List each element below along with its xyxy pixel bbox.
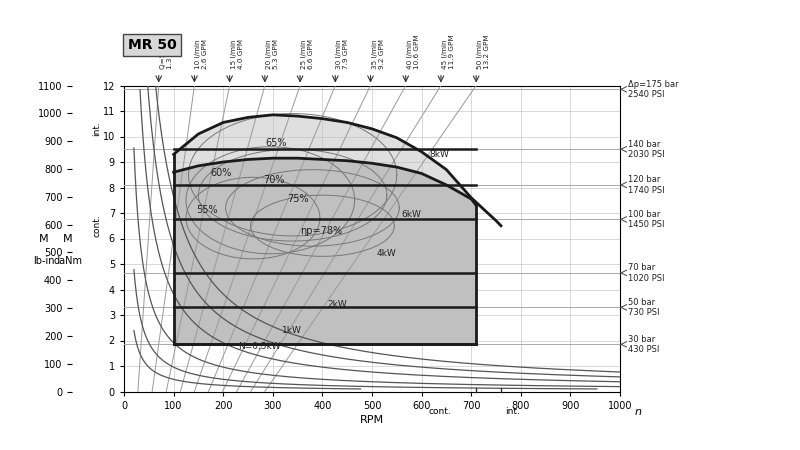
Text: 30 l/min
7.9 GPM: 30 l/min 7.9 GPM	[336, 39, 350, 69]
Text: int.: int.	[92, 122, 102, 136]
Text: 2kW: 2kW	[327, 300, 347, 309]
Text: cont.: cont.	[429, 407, 451, 416]
Text: 60%: 60%	[211, 168, 232, 179]
X-axis label: RPM: RPM	[360, 415, 384, 425]
Text: 65%: 65%	[266, 138, 287, 148]
Text: 55%: 55%	[196, 206, 218, 216]
Text: 35 l/min
9.2 GPM: 35 l/min 9.2 GPM	[371, 39, 385, 69]
Text: 30 bar
430 PSI: 30 bar 430 PSI	[628, 335, 659, 354]
Text: 140 bar
2030 PSI: 140 bar 2030 PSI	[628, 140, 665, 159]
Text: 40 l/min
10.6 GPM: 40 l/min 10.6 GPM	[406, 34, 420, 69]
Text: 120 bar
1740 PSI: 120 bar 1740 PSI	[628, 175, 665, 195]
Text: n: n	[635, 407, 642, 417]
Text: 20 l/min
5.3 GPM: 20 l/min 5.3 GPM	[266, 39, 279, 69]
Polygon shape	[174, 115, 501, 226]
Text: 10 l/min
2.6 GPM: 10 l/min 2.6 GPM	[195, 39, 209, 69]
Polygon shape	[174, 158, 476, 344]
Text: ηp=78%: ηp=78%	[300, 226, 342, 236]
Text: Q=5 l/min
1.3 GPM: Q=5 l/min 1.3 GPM	[160, 32, 173, 69]
Text: 70 bar
1020 PSI: 70 bar 1020 PSI	[628, 263, 665, 283]
Text: Δp=175 bar
2540 PSI: Δp=175 bar 2540 PSI	[628, 80, 678, 99]
Text: daNm: daNm	[54, 256, 82, 266]
Text: M: M	[63, 234, 73, 243]
Text: M: M	[39, 234, 49, 243]
Text: 6kW: 6kW	[402, 210, 422, 219]
Text: MR 50: MR 50	[128, 38, 176, 52]
Text: 4kW: 4kW	[377, 249, 397, 258]
Text: 25 l/min
6.6 GPM: 25 l/min 6.6 GPM	[301, 39, 314, 69]
Text: 50 l/min
13.2 GPM: 50 l/min 13.2 GPM	[477, 34, 490, 69]
Text: 70%: 70%	[263, 175, 284, 185]
Text: cont.: cont.	[92, 214, 102, 237]
Text: N=0,5kW: N=0,5kW	[238, 342, 281, 351]
Text: 100 bar
1450 PSI: 100 bar 1450 PSI	[628, 210, 665, 229]
Text: 50 bar
730 PSI: 50 bar 730 PSI	[628, 297, 659, 317]
Text: int.: int.	[505, 407, 520, 416]
Text: lb-in: lb-in	[34, 256, 54, 266]
Text: 1kW: 1kW	[282, 326, 302, 335]
Text: 45 l/min
11.9 GPM: 45 l/min 11.9 GPM	[442, 34, 455, 69]
Text: 75%: 75%	[288, 194, 310, 204]
Text: 8kW: 8kW	[429, 150, 449, 159]
Text: 15 l/min
4.0 GPM: 15 l/min 4.0 GPM	[230, 39, 244, 69]
